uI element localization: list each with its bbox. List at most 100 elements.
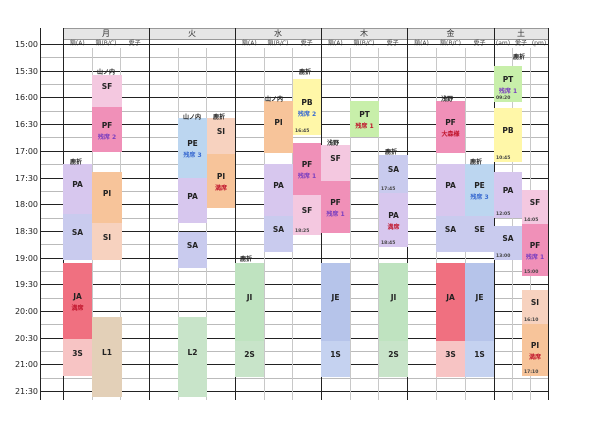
block-status: 残席 1	[525, 254, 545, 261]
class-block-JA[interactable]: JA	[436, 263, 465, 341]
class-block-PA[interactable]: PA	[436, 164, 465, 216]
class-block-PF[interactable]: PF 残席 1 15:00	[522, 224, 548, 276]
class-block-JI[interactable]: JI	[379, 263, 408, 341]
class-block-1S[interactable]: 1S	[465, 341, 494, 377]
sub-header: 鎖(B/C)	[353, 40, 375, 47]
class-block-PI[interactable]: PI 満席 17:10	[522, 324, 548, 376]
block-status: 満席	[214, 185, 227, 192]
class-block-SA[interactable]: SA	[63, 214, 92, 260]
class-block-PT[interactable]: PT 残席 1 09:20	[494, 66, 522, 102]
grid-line	[40, 257, 548, 259]
class-block-SE[interactable]: SE	[465, 216, 494, 252]
block-code: PT	[359, 110, 370, 119]
block-code: L1	[102, 348, 112, 357]
sub-header: 愛子	[128, 40, 141, 47]
class-block-3S[interactable]: 3S	[436, 341, 465, 377]
block-time-note: 09:20	[496, 96, 511, 101]
block-code: PF	[445, 118, 456, 127]
class-block-JI[interactable]: JI	[235, 263, 264, 341]
grid-line	[40, 270, 548, 272]
grid-line	[40, 351, 548, 353]
sub-header: 鎖(A)	[327, 40, 343, 47]
sub-header: 愛子	[514, 40, 527, 47]
sub-divider	[378, 48, 380, 400]
block-code: PA	[445, 181, 456, 190]
block-code: PE	[474, 181, 485, 190]
class-block-JE[interactable]: JE	[321, 263, 350, 341]
block-code: 1S	[330, 350, 341, 359]
class-block-JA[interactable]: JA 満席	[63, 263, 92, 339]
class-block-PA[interactable]: PA	[63, 164, 92, 214]
block-code: JI	[246, 293, 253, 302]
class-block-SI[interactable]: SI 16:10	[522, 290, 548, 324]
location-label: 鹿折	[470, 159, 483, 166]
class-block-PF[interactable]: PF 残席 2	[92, 107, 122, 152]
location-label: 山ノ内	[265, 96, 284, 103]
class-block-PF[interactable]: PF 残席 1	[293, 143, 321, 195]
sub-header: 鎖(B/C)	[95, 40, 117, 47]
class-block-PF[interactable]: PF 残席 1	[321, 181, 350, 233]
class-block-PA[interactable]: PA	[178, 178, 207, 223]
class-block-SA[interactable]: SA 13:00	[494, 226, 522, 260]
block-status: 大森様	[441, 131, 460, 138]
class-block-PA[interactable]: PA 満席 18:45	[379, 193, 408, 247]
class-block-PI[interactable]: PI	[92, 172, 122, 223]
sub-header: 愛子	[473, 40, 486, 47]
class-block-PE[interactable]: PE 残席 3	[465, 164, 494, 216]
block-code: PB	[301, 98, 313, 107]
class-block-SA[interactable]: SA	[178, 232, 207, 268]
class-block-PE[interactable]: PE 残席 3	[178, 118, 207, 178]
block-status: 残席 1	[498, 88, 518, 95]
sub-header: 愛子	[386, 40, 399, 47]
block-code: PE	[187, 139, 198, 148]
block-code: PB	[502, 126, 514, 135]
day-divider	[548, 28, 549, 400]
class-block-L2[interactable]: L2	[178, 317, 207, 397]
grid-line	[40, 70, 548, 72]
sub-header: 愛子	[300, 40, 313, 47]
block-code: PF	[330, 198, 341, 207]
block-code: PA	[187, 191, 198, 201]
time-divider	[40, 28, 41, 400]
grid-line	[40, 324, 548, 326]
class-block-JE[interactable]: JE	[465, 263, 494, 341]
class-block-SI[interactable]: SI	[92, 223, 122, 260]
day-header-4: 金	[407, 28, 494, 40]
class-block-3S[interactable]: 3S	[63, 339, 92, 376]
location-label: 山ノ内	[183, 114, 202, 121]
block-code: L2	[187, 348, 198, 357]
location-label: 鹿折	[513, 54, 526, 61]
block-status: 残席 1	[297, 173, 317, 180]
class-block-SF[interactable]: SF 14:05	[522, 190, 548, 224]
block-status: 残席 1	[326, 211, 345, 218]
class-block-SF[interactable]: SF 18:25	[293, 195, 321, 235]
class-block-SI[interactable]: SI	[207, 118, 235, 154]
block-time-note: 17:10	[524, 370, 539, 375]
class-block-SF[interactable]: SF	[92, 75, 122, 107]
block-code: SF	[330, 154, 341, 163]
class-block-SA[interactable]: SA	[436, 216, 465, 252]
class-block-PA[interactable]: PA 12:05	[494, 172, 522, 218]
class-block-PI[interactable]: PI	[264, 101, 293, 153]
block-time-note: 16:45	[295, 129, 310, 134]
class-block-PF[interactable]: PF 大森様	[436, 101, 465, 153]
class-block-SA[interactable]: SA 17:45	[379, 155, 408, 193]
class-block-PB[interactable]: PB 残席 2 16:45	[293, 79, 321, 135]
class-block-L1[interactable]: L1	[92, 317, 122, 397]
day-header-2: 水	[235, 28, 321, 40]
class-block-1S[interactable]: 1S	[321, 341, 350, 377]
location-label: 鹿折	[385, 149, 398, 156]
class-block-SF[interactable]: SF	[321, 145, 350, 181]
class-block-2S[interactable]: 2S	[379, 341, 408, 377]
class-block-2S[interactable]: 2S	[235, 341, 264, 377]
class-block-PA[interactable]: PA	[264, 164, 293, 216]
class-block-SA[interactable]: SA	[264, 216, 293, 252]
block-code: PI	[216, 172, 226, 181]
class-block-PB[interactable]: PB 10:45	[494, 108, 522, 162]
location-label: 浅野	[327, 140, 340, 147]
class-block-PT[interactable]: PT 残席 1	[350, 101, 379, 137]
block-code: SA	[387, 165, 400, 174]
grid-line	[40, 297, 548, 299]
class-block-PI[interactable]: PI 満席	[207, 154, 235, 208]
sub-header: 鎖(B/C)	[439, 40, 461, 47]
